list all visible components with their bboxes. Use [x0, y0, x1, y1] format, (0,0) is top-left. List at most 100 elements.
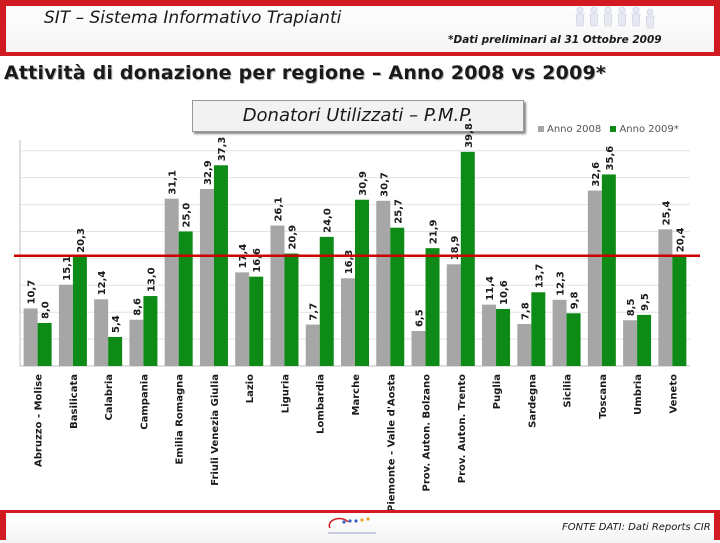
legend: Anno 2008 Anno 2009* — [538, 124, 685, 135]
header-divider — [0, 52, 720, 56]
category-label: Umbria — [633, 374, 644, 415]
data-label: 16,6 — [252, 248, 263, 273]
category-label: Veneto — [668, 374, 679, 414]
bar-2008 — [376, 200, 391, 366]
category-label: Campania — [139, 374, 150, 430]
data-source: FONTE DATI: Dati Reports CIR — [562, 522, 711, 533]
data-label: 30,9 — [358, 171, 369, 196]
bar-2008 — [235, 272, 250, 366]
bar-2009 — [566, 313, 581, 366]
legend-swatch-2009 — [610, 126, 617, 132]
people-logo-icon — [575, 6, 655, 29]
app-title: SIT – Sistema Informativo Trapianti — [44, 8, 342, 28]
bar-2009 — [249, 276, 264, 366]
header-band — [0, 0, 720, 6]
data-label: 26,1 — [273, 197, 284, 222]
data-label: 9,8 — [570, 292, 581, 310]
data-label: 21,9 — [429, 219, 440, 244]
bar-2009 — [672, 256, 687, 366]
bar-2008 — [587, 190, 602, 366]
data-label: 32,6 — [591, 162, 602, 187]
bar-2008 — [623, 320, 638, 366]
subtitle-box: Donatori Utilizzati – P.M.P. — [192, 100, 524, 132]
data-label: 10,7 — [27, 280, 38, 305]
bar-2008 — [411, 331, 426, 366]
bar-2008 — [482, 304, 497, 366]
bar-2009 — [143, 296, 158, 366]
data-label: 18,9 — [450, 236, 461, 261]
data-label: 32,9 — [203, 160, 214, 185]
data-label: 13,7 — [534, 264, 545, 289]
category-label: Toscana — [598, 374, 609, 419]
bar-2008 — [94, 299, 109, 366]
data-label: 8,0 — [41, 301, 52, 319]
bar-2009 — [531, 292, 546, 366]
data-label: 25,7 — [393, 199, 404, 224]
bar-2009 — [601, 174, 616, 366]
bar-2008 — [164, 198, 179, 366]
header-right-bar — [714, 0, 720, 56]
data-label: 8,5 — [626, 299, 637, 317]
bar-2009 — [37, 322, 52, 366]
footer — [0, 510, 720, 543]
data-label: 31,1 — [168, 170, 179, 195]
cnt-logo-icon — [328, 517, 376, 534]
data-label: 13,0 — [146, 267, 157, 292]
chart-subtitle: Donatori Utilizzati – P.M.P. — [242, 105, 474, 126]
category-label: Prov. Auton. Trento — [457, 374, 468, 483]
chart-title: Attività di donazione per regione – Anno… — [4, 62, 607, 84]
category-label: Abruzzo - Molise — [34, 374, 45, 467]
bar-2009 — [355, 199, 369, 366]
bar-2009 — [72, 256, 87, 366]
bar-2008 — [552, 299, 567, 366]
bar-2009 — [213, 165, 228, 366]
data-label: 6,5 — [415, 309, 426, 327]
bar-2009 — [178, 231, 193, 366]
category-label: Prov. Auton. Bolzano — [422, 374, 433, 492]
footer-right-bar — [714, 512, 720, 540]
bar-2009 — [108, 336, 123, 366]
category-label: Lombardia — [316, 374, 327, 434]
data-label: 5,4 — [111, 315, 122, 333]
legend-label-2008: Anno 2008 — [547, 124, 602, 135]
category-label: Friuli Venezia Giulia — [210, 374, 221, 486]
data-label: 25,4 — [661, 201, 672, 226]
category-label: Lazio — [245, 374, 256, 403]
bar-chart: 10,78,0 Abruzzo - Molise 15,120,3 Basilicat… — [14, 123, 700, 510]
bar-2008 — [305, 324, 320, 366]
bar-2009 — [637, 314, 652, 366]
bar-2008 — [446, 264, 461, 366]
bar-2008 — [129, 319, 144, 366]
data-label: 30,7 — [379, 172, 390, 197]
data-label: 12,4 — [97, 271, 108, 296]
bar-2009 — [319, 236, 334, 366]
data-label: 25,0 — [182, 203, 193, 228]
header-left-bar — [0, 0, 6, 56]
legend-swatch-2008 — [538, 126, 544, 132]
bar-2009 — [425, 248, 440, 366]
data-label: 24,0 — [323, 208, 334, 233]
footer-left-bar — [0, 512, 6, 540]
category-label: Liguria — [280, 374, 291, 413]
bar-2009 — [284, 253, 299, 366]
data-label: 12,3 — [556, 271, 567, 296]
category-label: Marche — [351, 374, 362, 416]
data-label: 11,4 — [485, 276, 496, 301]
bar-2009 — [460, 151, 475, 366]
data-label: 10,6 — [499, 280, 510, 305]
data-label: 20,3 — [76, 228, 87, 253]
bar-2008 — [58, 284, 73, 366]
data-label: 7,8 — [520, 302, 531, 320]
bar-2009 — [496, 308, 511, 366]
data-label: 9,5 — [640, 293, 651, 311]
data-label: 20,9 — [287, 225, 298, 250]
data-label: 35,6 — [605, 146, 616, 171]
data-label: 37,3 — [217, 137, 228, 162]
bar-2008 — [199, 188, 214, 366]
data-label: 39,8 — [464, 123, 475, 148]
data-label: 16,3 — [344, 250, 355, 275]
bar-2008 — [517, 324, 532, 366]
category-label: Sardegna — [527, 374, 538, 428]
data-label: 8,6 — [132, 298, 143, 316]
category-label: Calabria — [104, 374, 115, 421]
